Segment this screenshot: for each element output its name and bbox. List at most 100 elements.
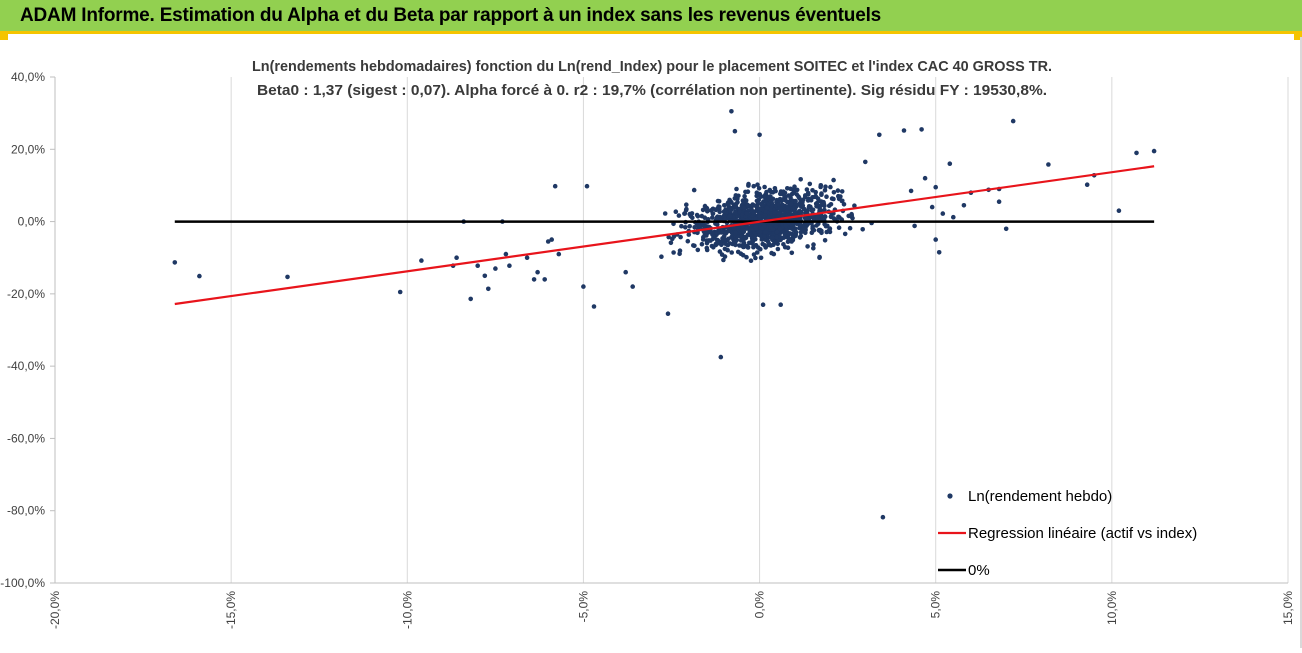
data-point <box>542 277 547 282</box>
data-point <box>793 233 798 239</box>
data-point <box>824 194 829 199</box>
data-point <box>811 246 816 251</box>
data-point <box>692 225 697 230</box>
data-point <box>922 175 928 181</box>
data-point <box>996 199 1002 204</box>
data-point <box>912 223 917 229</box>
data-point <box>732 128 738 134</box>
data-point <box>919 127 924 132</box>
data-point <box>933 237 938 242</box>
data-point <box>806 205 812 210</box>
data-point <box>804 187 810 192</box>
data-point <box>786 235 792 241</box>
data-point <box>716 240 721 246</box>
data-point <box>810 225 815 231</box>
chart-area: -20,0% -15,0% -10,0% -5,0% 0,0% 5,0% 10,0% 15,0… <box>0 37 1302 648</box>
data-point <box>785 186 790 191</box>
data-point <box>940 211 946 216</box>
data-point <box>860 227 865 232</box>
lines-layer <box>174 165 1155 306</box>
x-tick-label: -20,0% <box>48 591 62 629</box>
data-point <box>695 214 701 219</box>
data-point <box>782 194 788 199</box>
data-point <box>817 205 822 211</box>
data-point <box>847 225 853 231</box>
data-point <box>623 269 628 275</box>
data-point <box>817 227 823 233</box>
data-point <box>714 215 720 220</box>
data-point <box>549 237 554 242</box>
data-point <box>685 238 691 244</box>
data-point <box>1134 150 1139 156</box>
data-point <box>811 242 816 247</box>
data-point <box>704 207 709 212</box>
y-tick-label: -20,0% <box>7 287 45 301</box>
data-point <box>774 229 780 235</box>
data-point <box>687 224 692 229</box>
data-point <box>877 132 882 138</box>
data-point <box>827 229 833 235</box>
data-point <box>755 182 760 187</box>
data-point <box>736 193 741 199</box>
data-point <box>829 196 835 201</box>
data-point <box>785 245 791 250</box>
data-point <box>285 274 290 280</box>
data-point <box>772 186 778 191</box>
data-point <box>768 189 774 195</box>
data-point <box>797 235 803 240</box>
data-point <box>524 255 530 260</box>
data-point <box>751 183 756 189</box>
data-point <box>770 235 775 240</box>
data-point <box>880 514 886 520</box>
data-point <box>842 231 848 237</box>
data-point <box>822 207 827 213</box>
data-point <box>751 244 756 250</box>
header-bar: ADAM Informe. Estimation du Alpha et du … <box>0 0 1302 40</box>
data-point <box>745 189 751 194</box>
data-point <box>786 206 791 211</box>
data-point <box>813 189 818 195</box>
data-point <box>197 273 202 279</box>
data-point <box>741 205 747 211</box>
data-point <box>503 251 509 257</box>
data-point <box>762 234 767 239</box>
data-point <box>740 198 746 203</box>
data-point <box>1116 208 1122 213</box>
data-point <box>726 228 731 234</box>
data-point <box>671 234 677 239</box>
data-point <box>722 203 727 208</box>
data-point <box>718 354 724 360</box>
data-point <box>818 183 824 188</box>
y-tick-label: 0,0% <box>18 215 46 229</box>
data-point <box>792 188 797 193</box>
data-point <box>704 245 710 251</box>
data-point <box>735 249 741 255</box>
data-point <box>734 186 739 192</box>
data-point <box>762 184 767 190</box>
points-layer <box>172 109 1157 520</box>
data-point <box>797 195 802 201</box>
chart-title-line2: Beta0 : 1,37 (sigest : 0,07). Alpha forc… <box>257 82 1047 99</box>
data-point <box>673 209 679 214</box>
data-point <box>482 273 488 279</box>
data-point <box>717 209 722 215</box>
data-point <box>468 296 474 302</box>
data-point <box>789 226 794 231</box>
data-point <box>753 224 759 229</box>
data-point <box>805 198 811 203</box>
data-point <box>763 245 768 250</box>
data-point <box>961 203 967 208</box>
chart-title-line1: Ln(rendements hebdomadaires) fonction du… <box>252 58 1052 75</box>
data-point <box>783 223 789 229</box>
page-title: ADAM Informe. Estimation du Alpha et du … <box>20 5 882 26</box>
data-point <box>759 203 765 208</box>
data-point <box>823 223 829 229</box>
data-point <box>591 304 597 309</box>
data-point <box>777 210 782 216</box>
data-point <box>745 203 751 208</box>
scatter-chart: -20,0% -15,0% -10,0% -5,0% 0,0% 5,0% 10,0% 15,0… <box>0 58 1295 629</box>
data-point <box>777 226 783 232</box>
data-point <box>807 181 813 187</box>
corner-marker-left <box>0 34 8 40</box>
data-point <box>758 255 764 261</box>
